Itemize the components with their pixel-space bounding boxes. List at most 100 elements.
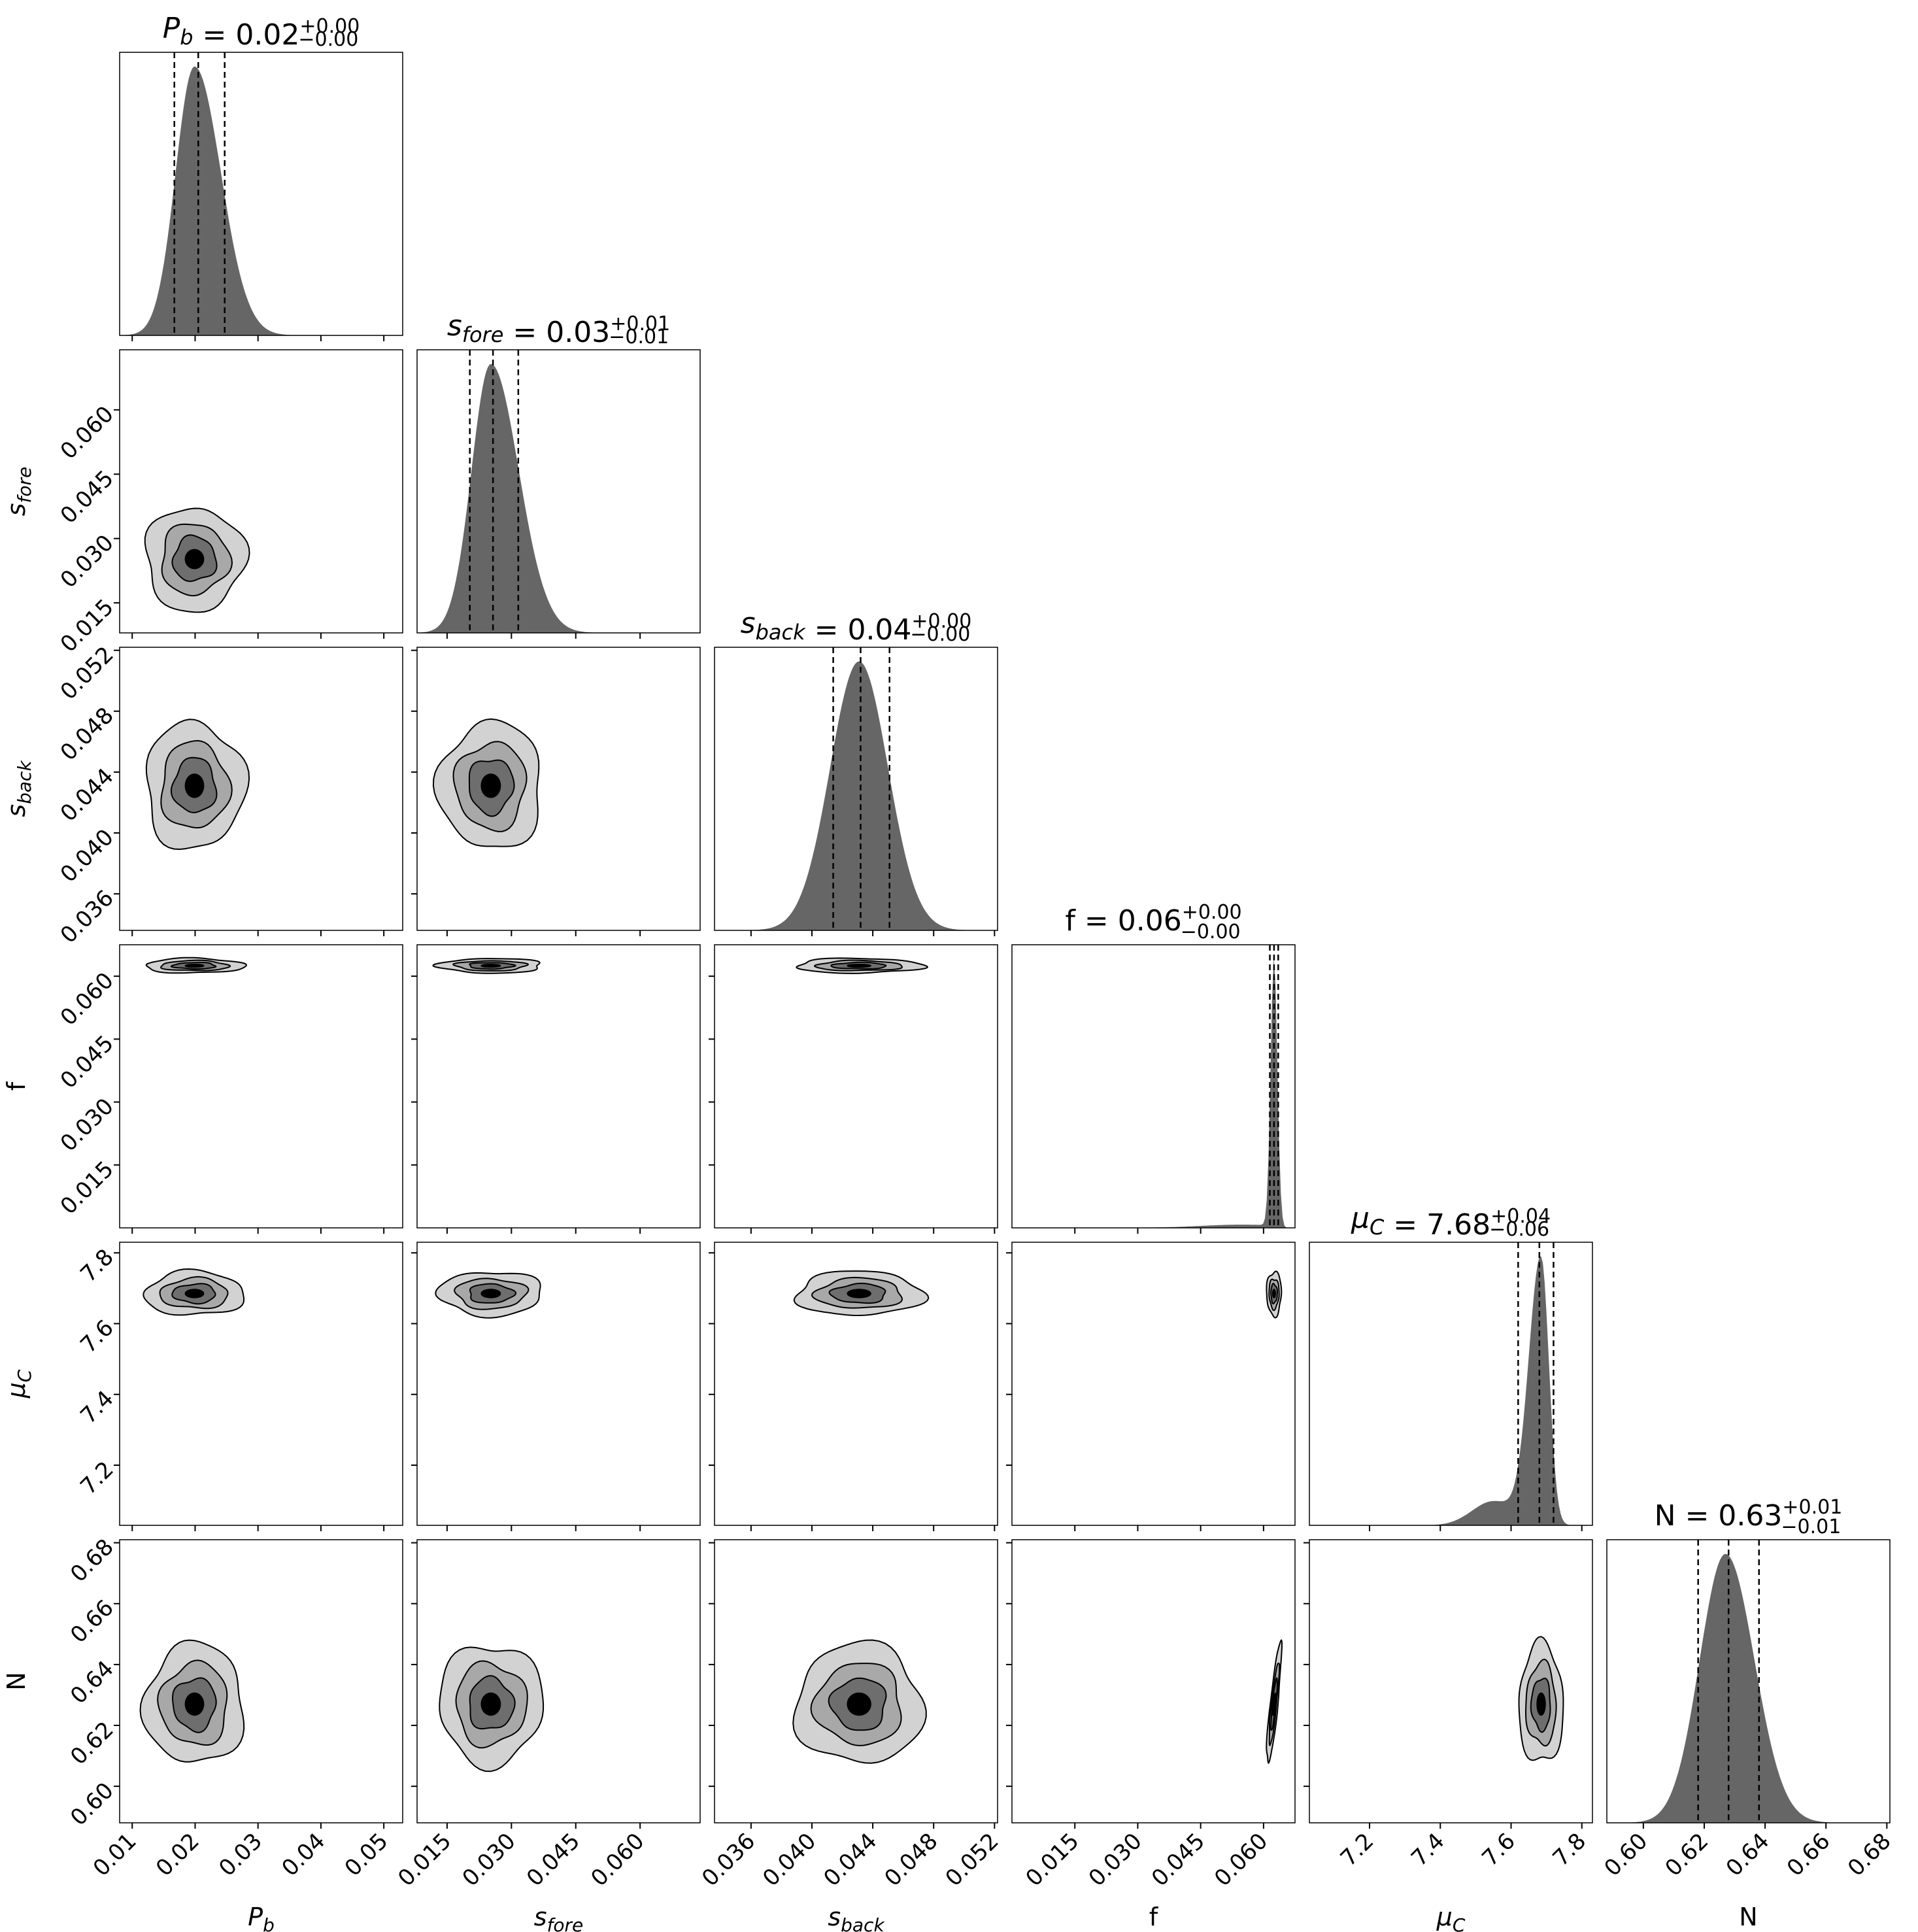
- y-tick-label-sback: 0.048: [56, 702, 119, 766]
- x-tick-label-f: 0.015: [1020, 1828, 1084, 1891]
- title-symbol: N: [1655, 1499, 1676, 1533]
- contour-level-4: [480, 1289, 501, 1298]
- title-symbol: P: [163, 12, 180, 45]
- panel-f-vs-f: [1011, 944, 1296, 1234]
- panel-frame: [416, 1242, 701, 1526]
- title-plus: +0.04: [1490, 1205, 1551, 1228]
- contour-level-4: [1536, 1692, 1546, 1716]
- panel-frame: [416, 1539, 701, 1823]
- x-tick-label-sback: 0.036: [697, 1828, 760, 1891]
- contour-level-4: [480, 1692, 501, 1716]
- x-tick-label-Pb: 0.05: [340, 1828, 394, 1882]
- title-plus: +0.00: [299, 15, 360, 38]
- panel-background: [120, 945, 403, 1228]
- y-tick-label-N: 0.62: [65, 1717, 119, 1771]
- panel-background: [1012, 1242, 1295, 1525]
- x-tick-label-N: 0.68: [1843, 1828, 1896, 1882]
- title-subscript: fore: [462, 322, 504, 347]
- panel-sfore-vs-sfore: [416, 349, 701, 639]
- y-tick-label-sfore: 0.015: [56, 594, 119, 658]
- title-sfore: sfore = 0.03+0.01: [447, 309, 670, 349]
- x-axis-label-muC: μC: [1436, 1903, 1466, 1932]
- title-value: = 0.63: [1676, 1499, 1783, 1533]
- y-tick-label-N: 0.66: [65, 1595, 119, 1648]
- x-tick-label-sback: 0.040: [758, 1828, 821, 1891]
- title-plus: +0.01: [610, 313, 670, 335]
- contour-level-4: [184, 549, 205, 569]
- y-tick-label-sback: 0.040: [56, 824, 119, 888]
- panel-background: [715, 945, 998, 1228]
- title-value: = 0.06: [1075, 904, 1182, 938]
- panel-frame: [416, 349, 701, 634]
- x-tick-label-sback: 0.044: [818, 1828, 882, 1891]
- title-muC: μC = 7.68+0.04: [1351, 1202, 1551, 1242]
- title-symbol: μ: [1351, 1202, 1370, 1235]
- panel-frame: [1309, 1539, 1593, 1823]
- title-subscript: C: [1370, 1215, 1385, 1240]
- x-axis-label-f: f: [1149, 1903, 1159, 1931]
- y-tick-label-sfore: 0.030: [56, 530, 119, 593]
- x-tick-label-f: 0.030: [1084, 1828, 1147, 1891]
- histogram-muC: [1309, 1256, 1592, 1525]
- y-tick-label-N: 0.64: [65, 1655, 119, 1709]
- y-tick-label-N: 0.60: [65, 1778, 119, 1831]
- y-axis-label-N: N: [2, 1672, 31, 1690]
- x-tick-label-N: 0.66: [1782, 1828, 1836, 1882]
- x-axis-label-sback: sback: [828, 1903, 885, 1932]
- panel-sback-vs-sfore: [411, 647, 701, 936]
- x-tick-label-Pb: 0.01: [88, 1828, 142, 1882]
- y-tick-label-muC: 7.2: [75, 1457, 119, 1500]
- x-tick-label-muC: 7.2: [1336, 1828, 1379, 1872]
- contour-level-4: [847, 964, 871, 968]
- panel-N-vs-sfore: 0.015 0.030 0.045 0.060: [393, 1539, 701, 1891]
- title-plus: +0.00: [1182, 901, 1242, 924]
- y-tick-label-f: 0.015: [56, 1156, 119, 1219]
- x-tick-label-N: 0.62: [1660, 1828, 1714, 1882]
- contour-level-4: [847, 1692, 871, 1716]
- panel-N-vs-N: 0.60 0.62 0.64 0.66 0.68: [1599, 1539, 1896, 1882]
- y-tick-label-N: 0.68: [65, 1534, 119, 1587]
- title-minus-sfore: −0.01: [609, 326, 669, 348]
- title-Pb: Pb = 0.02+0.00: [163, 12, 360, 52]
- y-tick-label-muC: 7.6: [75, 1315, 119, 1359]
- y-tick-label-muC: 7.4: [75, 1385, 119, 1429]
- title-symbol: f: [1065, 904, 1076, 938]
- panel-muC-vs-Pb: 7.2 7.4 7.6 7.8: [75, 1242, 403, 1531]
- panel-frame: [119, 1539, 403, 1823]
- title-sback: sback = 0.04+0.00: [741, 607, 972, 647]
- panel-muC-vs-f: [1006, 1242, 1296, 1531]
- y-axis-label-muC: μC: [2, 1369, 35, 1398]
- panel-N-vs-muC: 7.2 7.4 7.6 7.8: [1304, 1539, 1593, 1872]
- x-tick-label-sfore: 0.060: [586, 1828, 649, 1891]
- panel-Pb-vs-Pb: [119, 52, 403, 341]
- title-value: = 0.02: [193, 18, 300, 52]
- panel-frame: [714, 1242, 998, 1526]
- title-minus-Pb: −0.00: [298, 28, 358, 51]
- panel-frame: [714, 944, 998, 1229]
- histogram-sfore: [417, 364, 700, 633]
- title-plus: +0.00: [911, 610, 971, 633]
- title-f: f = 0.06+0.00: [1065, 901, 1241, 938]
- panel-muC-vs-sback: [709, 1242, 998, 1531]
- x-tick-label-Pb: 0.03: [214, 1828, 267, 1882]
- panel-background: [1012, 945, 1295, 1228]
- panel-N-vs-f: 0.015 0.030 0.045 0.060: [1006, 1539, 1296, 1891]
- title-minus-muC: −0.06: [1489, 1218, 1549, 1241]
- panel-f-vs-sfore: [411, 944, 701, 1234]
- panel-frame: [119, 944, 403, 1229]
- x-tick-label-sfore: 0.030: [458, 1828, 521, 1891]
- histogram-Pb: [120, 66, 403, 336]
- x-tick-label-sback: 0.052: [941, 1828, 1004, 1891]
- x-tick-label-Pb: 0.04: [277, 1828, 330, 1882]
- panel-frame: [1309, 1242, 1593, 1526]
- panel-frame: [1011, 1242, 1296, 1526]
- title-subscript: back: [756, 620, 807, 645]
- x-tick-label-Pb: 0.02: [151, 1828, 205, 1882]
- y-tick-label-f: 0.060: [56, 968, 119, 1031]
- y-axis-label-sback: sback: [2, 760, 35, 817]
- contour-level-4: [480, 964, 501, 968]
- title-value: = 0.03: [503, 316, 610, 349]
